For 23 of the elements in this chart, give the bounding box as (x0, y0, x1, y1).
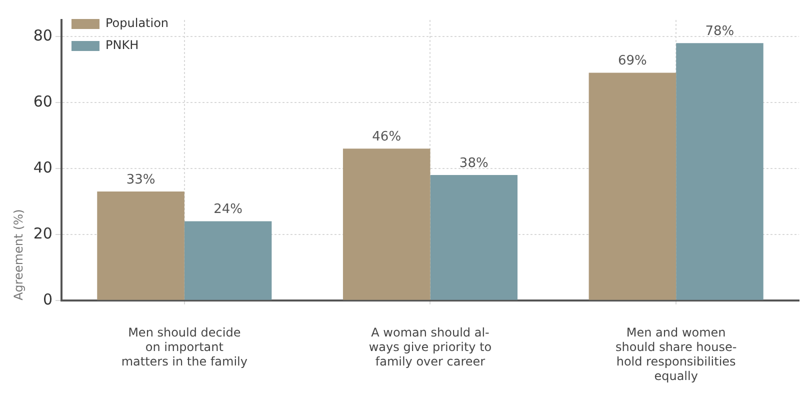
x-tick-label: Men should decide on important matters in the family (121, 326, 248, 369)
data-label: 46% (372, 130, 402, 145)
x-tick-label: A woman should al- ways give priority to family over career (368, 326, 492, 369)
bar (430, 175, 518, 300)
x-tick-label: Men and women should share house- hold responsibilities equally (615, 326, 737, 383)
bar (97, 192, 184, 300)
bar (588, 72, 676, 300)
bar (184, 221, 272, 300)
data-label: 24% (214, 202, 242, 218)
data-label: 38% (459, 156, 488, 171)
y-axis-title: Agreement (%) (11, 209, 26, 300)
bar (676, 43, 764, 300)
data-label: 78% (705, 24, 734, 39)
data-label: 69% (618, 54, 647, 69)
y-tick-label: 80 (33, 26, 52, 44)
bar (342, 148, 430, 300)
y-tick-label: 60 (33, 92, 52, 110)
y-tick-label: 0 (42, 290, 52, 308)
legend-label: Population (105, 16, 169, 30)
legend-label: PNKH (105, 38, 139, 52)
data-label: 33% (126, 172, 156, 188)
y-tick-label: 20 (33, 224, 52, 242)
y-tick-label: 40 (33, 158, 52, 176)
